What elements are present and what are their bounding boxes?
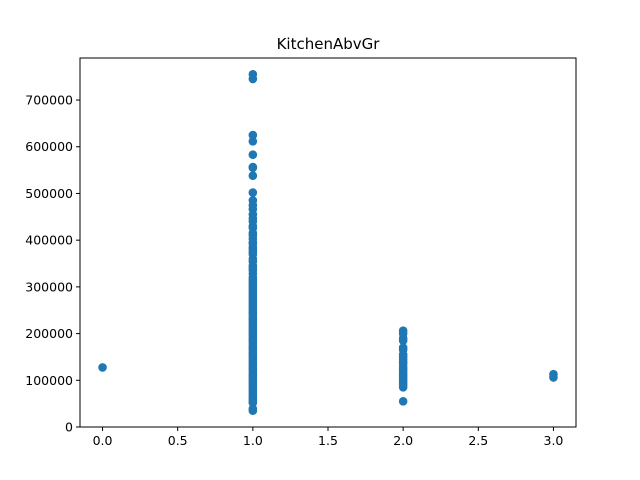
data-point	[248, 171, 258, 181]
x-tick-label: 1.0	[243, 433, 263, 448]
data-point	[398, 397, 408, 406]
chart-title: KitchenAbvGr	[277, 35, 381, 53]
data-point	[248, 137, 258, 146]
y-tick-label: 200000	[25, 326, 73, 341]
x-tick-label: 0.5	[168, 433, 188, 448]
x-axis: 0.0 0.5 1.0 1.5 2.0 2.5 3.0	[93, 427, 564, 448]
data-point	[248, 188, 258, 197]
x-tick-label: 3.0	[544, 433, 564, 448]
x-tick-label: 2.0	[393, 433, 413, 448]
data-point	[248, 398, 258, 408]
x-tick-label: 0.0	[93, 433, 113, 448]
x-tick-label: 2.5	[468, 433, 488, 448]
plot-frame	[79, 57, 577, 428]
data-point	[398, 336, 408, 345]
y-tick-label: 100000	[25, 373, 73, 388]
data-point	[248, 130, 258, 140]
y-tick-label: 700000	[25, 93, 73, 108]
y-tick-label: 300000	[25, 279, 73, 294]
y-tick-label: 0	[65, 420, 73, 435]
data-point	[398, 382, 408, 392]
x-tick-label: 1.5	[318, 433, 338, 448]
y-tick-label: 500000	[25, 186, 73, 201]
data-point	[98, 363, 107, 372]
data-point	[248, 163, 258, 173]
y-axis: 0 100000 200000 300000 400000 500000 600000 700…	[25, 93, 80, 435]
y-tick-label: 400000	[25, 233, 73, 248]
data-point	[248, 150, 258, 160]
points-layer	[98, 70, 558, 415]
y-tick-label: 600000	[25, 139, 73, 154]
data-point	[549, 373, 558, 382]
data-point	[248, 406, 258, 415]
data-point	[248, 74, 258, 84]
